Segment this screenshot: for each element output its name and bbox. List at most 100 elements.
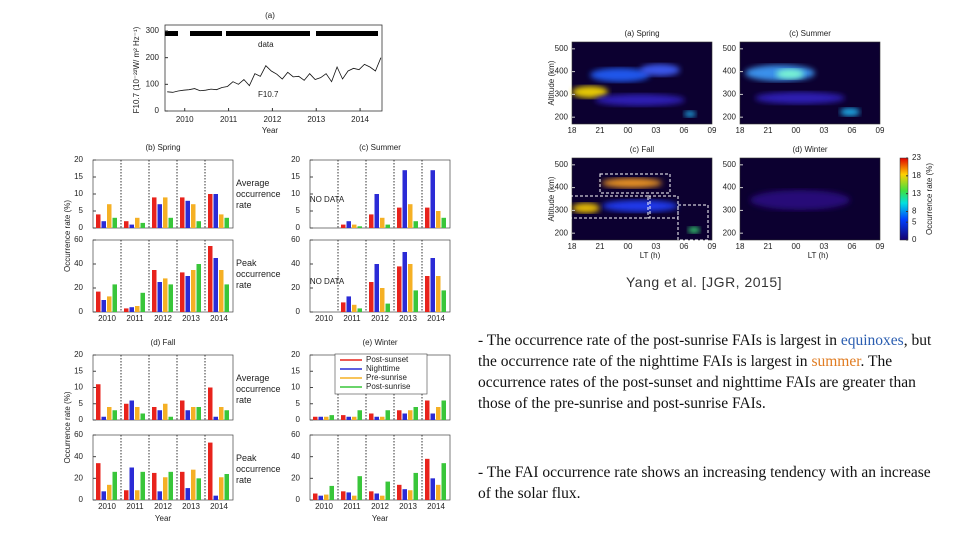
bullet: - The FAI occurrence rate shows an incre… (478, 462, 933, 504)
bar (324, 494, 329, 500)
y-tick-label: 10 (291, 383, 300, 392)
citation: Yang et al. [JGR, 2015] (626, 274, 782, 290)
bar (124, 308, 129, 312)
heatmap-blob (688, 227, 700, 233)
bar (374, 416, 379, 420)
bar (441, 290, 446, 312)
bar (163, 197, 168, 228)
bar (191, 270, 196, 312)
coverage-bar (190, 31, 222, 36)
x-tick-label: 2014 (427, 502, 445, 511)
bar (352, 495, 357, 500)
bar (425, 276, 430, 312)
y-tick-label: 40 (291, 452, 300, 461)
bar (168, 416, 173, 420)
heatmap-blob (840, 108, 860, 116)
x-tick-label: 18 (736, 126, 745, 135)
y-tick-label: 500 (723, 44, 737, 53)
x-tick-label: 2014 (427, 314, 445, 323)
bar (196, 221, 201, 228)
bar (140, 413, 145, 420)
bar (313, 416, 318, 420)
y-tick-label: 400 (555, 67, 569, 76)
x-tick-label: 2013 (399, 502, 417, 511)
y-tick-label: 5 (296, 206, 301, 215)
y-tick-label: 0 (79, 495, 84, 504)
annotation: NO DATA (310, 195, 345, 204)
y-tick-label: 0 (296, 223, 301, 232)
y-tick-label: 0 (296, 307, 301, 316)
bar (397, 207, 402, 228)
x-axis-label: LT (h) (808, 251, 829, 260)
bar (180, 272, 185, 312)
coverage-bar (316, 31, 378, 36)
bar (430, 413, 435, 420)
y-tick-label: 15 (291, 172, 300, 181)
bar (352, 416, 357, 420)
annotation: data (258, 40, 274, 49)
bar (357, 476, 362, 500)
highlight-box (677, 204, 709, 241)
bar (346, 221, 351, 228)
panel-title: (c) Fall (630, 145, 655, 154)
legend-label: Post-sunrise (366, 382, 411, 391)
bar (219, 477, 224, 500)
bar (185, 488, 190, 500)
bar (374, 194, 379, 228)
heatmap-blob (750, 190, 850, 210)
bar (152, 472, 157, 500)
bar (213, 495, 218, 500)
y-tick-label: 15 (291, 366, 300, 375)
y-axis-label: Occurrence rate (%) (63, 391, 72, 463)
y-tick-label: 20 (291, 473, 300, 482)
colorbar-tick-label: 0 (912, 235, 917, 244)
x-tick-label: 03 (820, 126, 829, 135)
x-tick-label: 21 (596, 126, 605, 135)
colorbar-tick-label: 5 (912, 217, 917, 226)
bar (96, 384, 101, 420)
bar (341, 302, 346, 312)
y-tick-label: 300 (555, 89, 569, 98)
bar (402, 413, 407, 420)
bar (185, 276, 190, 312)
y-tick-label: 400 (555, 183, 569, 192)
text: - The occurrence rate of the post-sunris… (478, 332, 841, 349)
bar (341, 491, 346, 500)
bar (357, 410, 362, 420)
highlight-box (599, 173, 671, 194)
x-tick-label: 2010 (315, 314, 333, 323)
bar (208, 442, 213, 500)
x-tick-label: 2011 (126, 314, 144, 323)
bar (101, 221, 106, 228)
line (167, 57, 382, 93)
x-tick-label: 21 (764, 242, 773, 251)
bar (408, 410, 413, 420)
x-tick-label: 2013 (182, 502, 200, 511)
bar (374, 264, 379, 312)
bar (374, 493, 379, 500)
bar (318, 416, 323, 420)
x-tick-label: 00 (624, 126, 633, 135)
x-tick-label: 2013 (307, 115, 325, 124)
bar (408, 490, 413, 500)
bar (196, 407, 201, 420)
bar (196, 264, 201, 312)
y-tick-label: 60 (74, 430, 83, 439)
panel-title: (b) Spring (145, 143, 180, 152)
bar (341, 415, 346, 420)
x-tick-label: 2012 (371, 502, 389, 511)
y-tick-label: 500 (723, 160, 737, 169)
x-tick-label: 18 (736, 242, 745, 251)
x-tick-label: 03 (652, 242, 661, 251)
bar (196, 478, 201, 500)
x-tick-label: 09 (708, 126, 717, 135)
bar (346, 296, 351, 312)
bar (369, 491, 374, 500)
bar (135, 217, 140, 228)
bar (168, 284, 173, 312)
panel-title: (a) Spring (624, 29, 659, 38)
x-tick-label: 09 (876, 242, 885, 251)
annotation: F10.7 (258, 90, 279, 99)
bar (112, 410, 117, 420)
